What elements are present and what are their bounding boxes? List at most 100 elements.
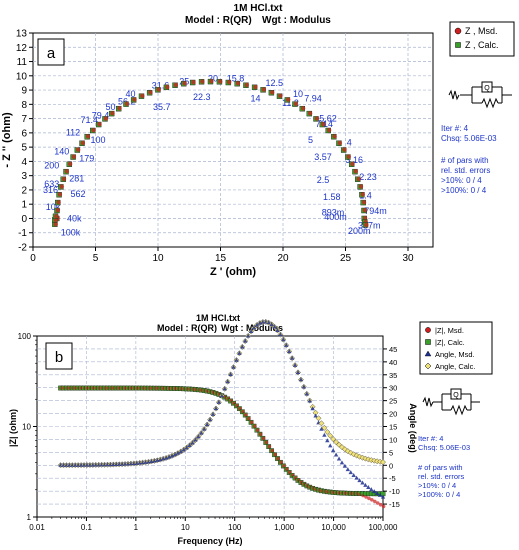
amsd-point xyxy=(199,430,204,435)
amsd-point xyxy=(202,426,207,431)
amsd-point xyxy=(374,491,380,496)
freq-label: 14 xyxy=(250,93,260,103)
weight-text-a: Wgt : Modulus xyxy=(262,15,331,26)
amsd-point xyxy=(292,362,298,367)
amsd-point xyxy=(222,386,227,391)
chsq-b: Chsq: 5.06E-03 xyxy=(418,443,470,452)
amsd-point xyxy=(245,333,251,338)
amsd-point xyxy=(377,492,383,497)
panel-label-box-a xyxy=(37,38,65,66)
amsd-point xyxy=(254,322,260,327)
amsd-point xyxy=(193,437,198,442)
msd-point xyxy=(307,111,313,116)
y2-tick-label: -5 xyxy=(389,474,396,483)
freq-label: 794m xyxy=(364,206,387,216)
msd-point xyxy=(103,116,108,121)
amsd-point xyxy=(281,337,286,342)
msd-point xyxy=(218,79,223,84)
bode-panel: 1M HCl.txt Model : R(QR) Wgt : Modulus 0… xyxy=(8,313,493,546)
amsd-point xyxy=(228,372,233,377)
acalc-point xyxy=(336,441,342,448)
freq-label: 112 xyxy=(66,128,80,138)
amsd-point xyxy=(278,332,283,337)
freq-label: 281 xyxy=(69,173,84,183)
legend-acalc-marker xyxy=(424,362,432,370)
msd-point xyxy=(350,161,355,167)
x-tick-label: 5 xyxy=(93,253,99,264)
y2-tick-label: 5 xyxy=(389,448,393,457)
amsd-point xyxy=(366,485,371,490)
y2-tick-label: 45 xyxy=(389,345,397,354)
amsd-point xyxy=(272,324,277,329)
freq-label: 2.23 xyxy=(359,172,377,182)
y-tick-label: 7 xyxy=(21,114,27,125)
amsd-point xyxy=(339,460,345,465)
msd-point xyxy=(165,84,170,90)
amsd-point xyxy=(313,413,318,418)
pars-line-1-a: # of pars with xyxy=(441,156,489,165)
zmsd-point xyxy=(370,498,374,502)
msd-point xyxy=(132,97,137,102)
amsd-point xyxy=(234,357,239,362)
freq-label: 20 xyxy=(208,74,218,84)
amsd-point xyxy=(369,487,374,492)
model-text-a: Model : R(QR) xyxy=(185,15,252,26)
legend-zmsd-marker xyxy=(425,327,431,333)
zmsd-point xyxy=(375,501,380,505)
msd-point xyxy=(67,161,73,167)
y-tick-label: 13 xyxy=(16,29,28,40)
y-tick-label: 1 xyxy=(21,200,27,211)
amsd-point xyxy=(237,350,242,355)
msd-point xyxy=(182,81,187,86)
msd-point xyxy=(71,154,77,159)
msd-point xyxy=(226,80,232,85)
nyquist-points xyxy=(52,78,369,228)
msd-point xyxy=(57,192,63,197)
freq-label: 316 xyxy=(43,185,58,195)
acalc-point xyxy=(347,449,354,456)
y2-tick-label: 0 xyxy=(389,461,393,470)
zmsd-point xyxy=(381,504,386,509)
x-tick-label: 10 xyxy=(152,253,164,264)
amsd-point xyxy=(330,448,336,453)
y-tick-label: 9 xyxy=(21,86,27,97)
y2-tick-label: 15 xyxy=(389,423,397,432)
y-tick-label: 6 xyxy=(21,128,27,139)
legend-calc-marker-a xyxy=(455,42,461,48)
y2-tick-label: 10 xyxy=(389,435,397,444)
freq-label: 15.8 xyxy=(227,74,245,84)
y2-tick-label: 40 xyxy=(389,358,397,367)
legend-zcalc: |Z|, Calc. xyxy=(435,338,465,347)
freq-label: 50 xyxy=(105,102,115,112)
amsd-point xyxy=(178,449,183,454)
amsd-point xyxy=(210,411,216,416)
amsd-point xyxy=(301,384,307,389)
x-tick-label: 25 xyxy=(340,253,352,264)
amsd-point xyxy=(342,463,348,468)
acalc-point xyxy=(330,436,337,442)
amsd-point xyxy=(207,417,213,422)
amsd-point xyxy=(196,434,201,439)
freq-label: 633 xyxy=(44,179,59,189)
y2-tick-label: -10 xyxy=(389,487,400,496)
acalc-point xyxy=(327,432,334,439)
y-tick-label: -2 xyxy=(18,243,27,254)
legend-b xyxy=(419,321,493,375)
msd-point xyxy=(360,192,365,197)
x-tick-label: 10,000 xyxy=(321,523,346,532)
amsd-point xyxy=(257,320,263,325)
y-tick-label: 10 xyxy=(16,71,28,82)
freq-label: 22.3 xyxy=(193,92,211,102)
amsd-point xyxy=(172,452,178,457)
amsd-point xyxy=(325,438,330,443)
amsd-point xyxy=(345,467,351,472)
zmsd-point xyxy=(276,456,280,461)
amsd-point xyxy=(187,443,192,448)
y-tick-label: 10 xyxy=(22,423,31,432)
msd-point xyxy=(191,80,196,85)
y2-tick-label: 35 xyxy=(389,371,397,380)
x-tick-label: 0 xyxy=(30,253,36,264)
acalc-point xyxy=(324,429,331,435)
panel-label-box-b xyxy=(45,342,73,370)
pars-line-3-b: >10%: 0 / 4 xyxy=(418,481,456,490)
